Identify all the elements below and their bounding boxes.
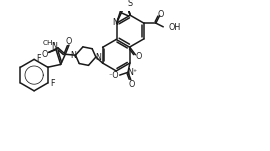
Text: N: N	[51, 42, 57, 51]
Text: OH: OH	[169, 23, 181, 32]
Text: N: N	[96, 53, 102, 62]
Text: N: N	[113, 18, 119, 27]
Text: CH₃: CH₃	[43, 40, 56, 46]
Text: O: O	[129, 80, 135, 89]
Text: N: N	[70, 51, 76, 60]
Text: N⁺: N⁺	[127, 68, 138, 77]
Text: O: O	[42, 50, 48, 59]
Text: ⁻O: ⁻O	[109, 71, 119, 80]
Text: F: F	[50, 79, 55, 88]
Text: S: S	[127, 0, 133, 8]
Text: O: O	[66, 37, 72, 46]
Text: O: O	[136, 52, 142, 61]
Text: F: F	[36, 54, 41, 63]
Text: O: O	[157, 10, 164, 19]
